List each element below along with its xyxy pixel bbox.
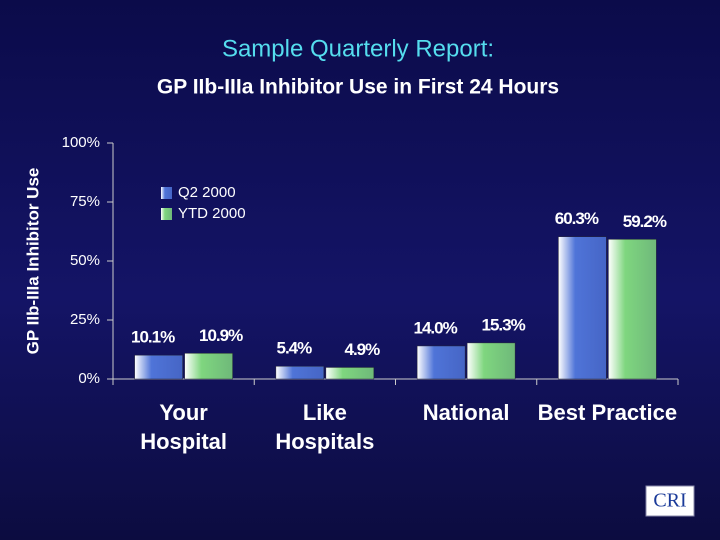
data-label: 10.9% [199, 326, 243, 345]
y-tick-label: 0% [78, 370, 100, 387]
logo: CRI [653, 490, 686, 512]
y-tick-label: 25% [70, 311, 100, 328]
data-label: 10.1% [131, 328, 175, 347]
bar [184, 353, 233, 380]
data-label: 60.3% [555, 209, 599, 228]
x-tick-label: Your Hospital [140, 400, 228, 454]
bar [275, 366, 325, 380]
bar [558, 236, 607, 380]
legend-swatch [161, 208, 172, 220]
y-tick-label: 100% [62, 134, 100, 151]
bar [466, 342, 516, 380]
bar [325, 367, 375, 380]
y-tick-label: 50% [70, 252, 100, 269]
chart-subtitle: GP IIb-IIIa Inhibitor Use in First 24 Ho… [157, 76, 559, 99]
bar [608, 239, 657, 380]
legend-label: YTD 2000 [178, 205, 246, 222]
data-label: 5.4% [277, 339, 313, 358]
x-tick-label: Like Hospitals [275, 400, 375, 454]
y-tick-label: 75% [70, 193, 100, 210]
data-label: 15.3% [482, 315, 526, 334]
chart-title: Sample Quarterly Report: [222, 35, 494, 62]
data-label: 59.2% [623, 212, 667, 231]
legend-label: Q2 2000 [178, 184, 236, 201]
bar [134, 354, 183, 380]
data-label: 4.9% [345, 340, 381, 359]
x-tick-label: Best Practice [537, 400, 678, 425]
x-tick-label: National [422, 400, 510, 425]
y-axis-label: GP IIb-IIIa Inhibitor Use [23, 168, 42, 355]
logo-box [645, 485, 695, 517]
data-label: 14.0% [414, 318, 458, 337]
legend-swatch [161, 187, 172, 199]
bar [416, 345, 466, 380]
